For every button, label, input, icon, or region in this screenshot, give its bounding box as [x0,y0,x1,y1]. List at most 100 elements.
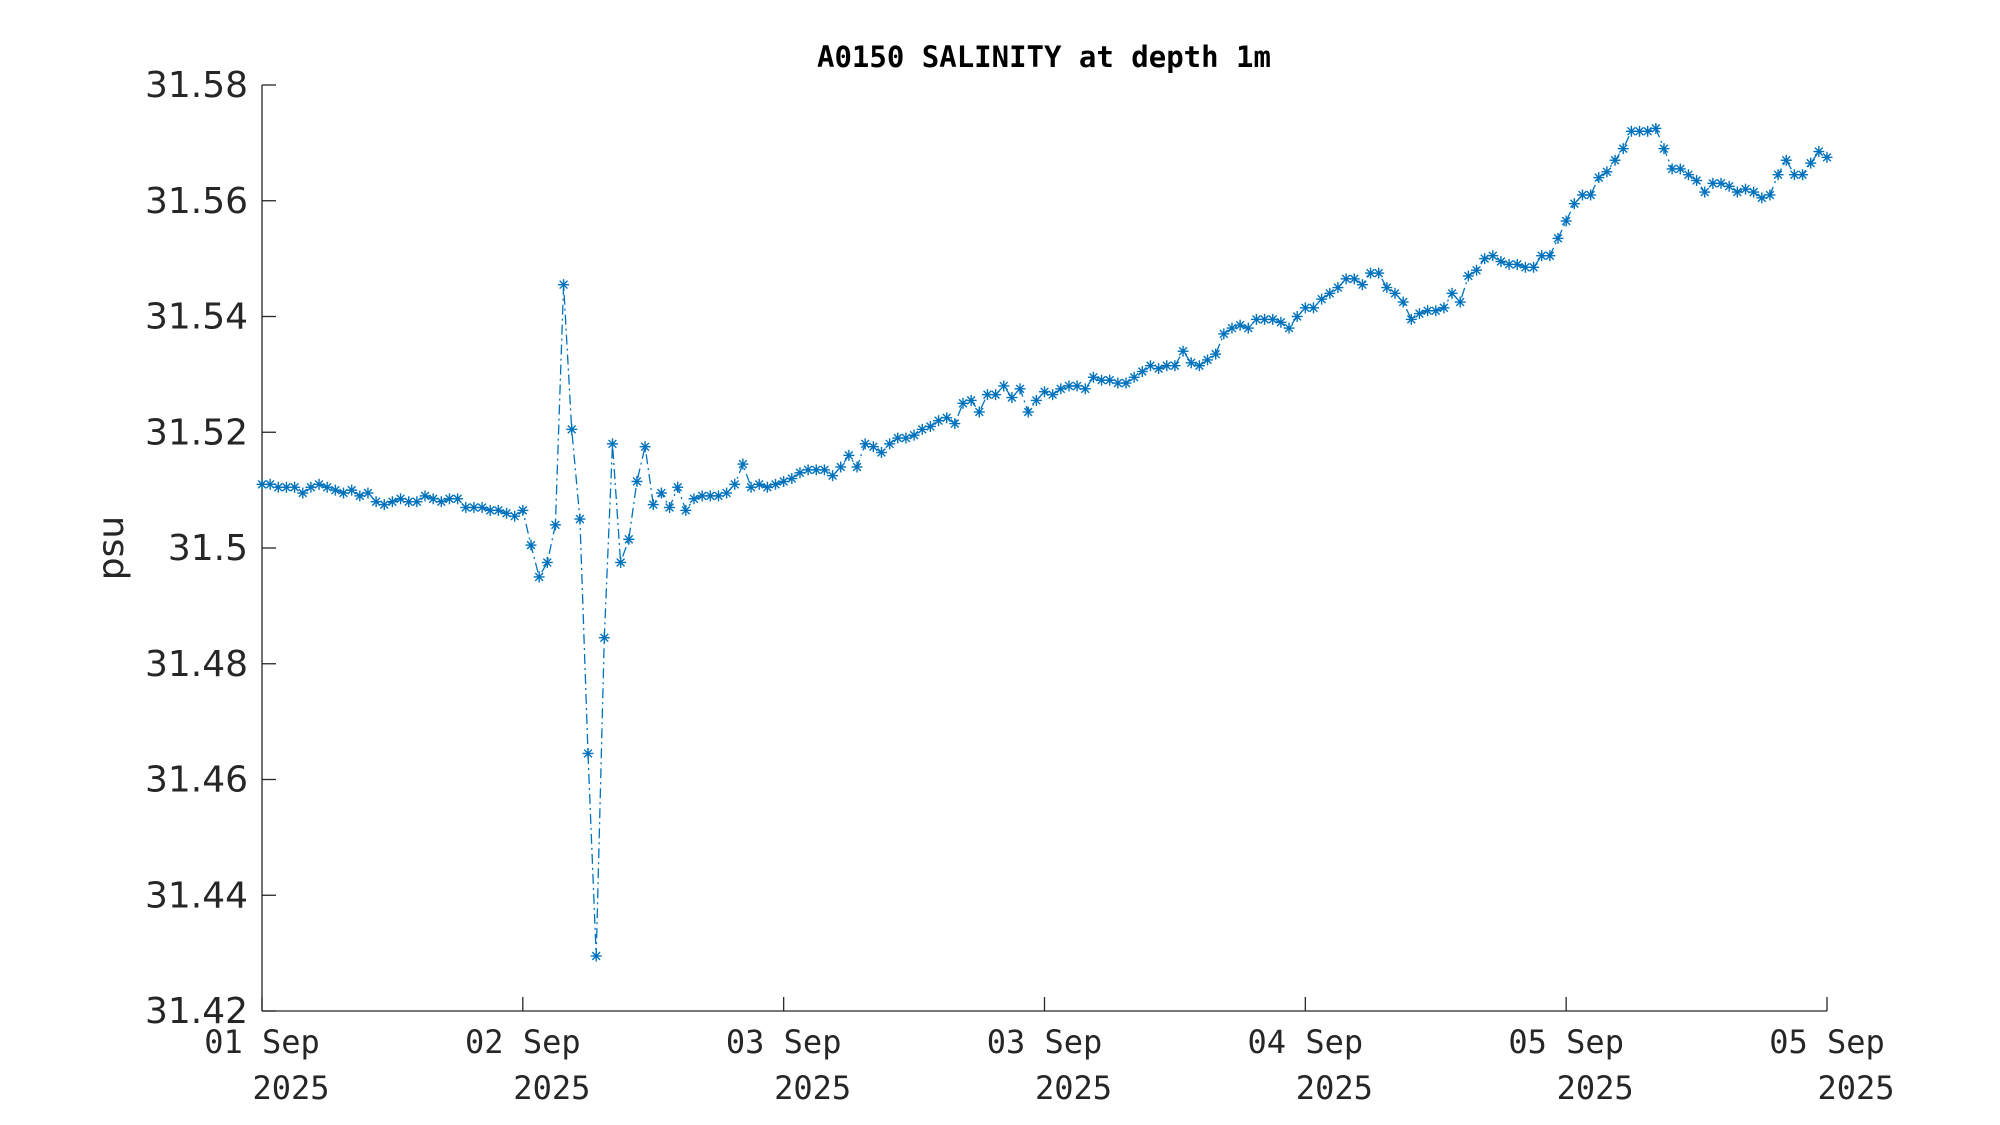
x-tick-label-year: 2025 [1035,1069,1112,1107]
data-point [1226,322,1238,334]
data-point [1348,273,1360,285]
data-point [370,496,382,508]
data-point [1479,253,1491,265]
data-point [1405,313,1417,325]
data-point [1128,371,1140,383]
x-tick-label-date: 02 Sep [465,1023,581,1061]
data-point [761,481,773,493]
data-point [566,423,578,435]
x-tick-label-date: 01 Sep [204,1023,320,1061]
data-point [1552,232,1564,244]
data-point [1454,296,1466,308]
data-point [517,504,529,516]
data-point [1055,383,1067,395]
data-point [395,493,407,505]
data-point [1593,172,1605,184]
data-point [916,423,928,435]
data-point [1780,154,1792,166]
x-tick-label-year: 2025 [774,1069,851,1107]
data-point [1797,169,1809,181]
data-point [484,504,496,516]
data-point [354,490,366,502]
data-point [427,493,439,505]
data-point [1674,163,1686,175]
data-point [1739,183,1751,195]
y-tick-label: 31.48 [145,644,248,685]
data-point [1821,151,1833,163]
data-point [476,501,488,513]
data-point [1764,189,1776,201]
data-point [1389,287,1401,299]
data-point [1193,360,1205,372]
data-point [1014,383,1026,395]
data-point [549,519,561,531]
data-point [680,504,692,516]
data-point [1356,279,1368,291]
data-point [1699,186,1711,198]
data-point [770,478,782,490]
data-point [859,438,871,450]
data-point [1731,186,1743,198]
data-point [867,441,879,453]
data-point [818,464,830,476]
data-point [1030,394,1042,406]
data-point [957,397,969,409]
data-point [378,499,390,511]
data-point [827,470,839,482]
data-point [501,507,513,519]
data-point [1748,186,1760,198]
x-tick-label-date: 05 Sep [1769,1023,1885,1061]
data-point [386,496,398,508]
data-point [1691,174,1703,186]
data-point [1413,308,1425,320]
data-point [1079,383,1091,395]
x-tick-label-year: 2025 [1557,1069,1634,1107]
data-point [1617,143,1629,155]
data-point [1006,392,1018,404]
data-point [1234,319,1246,331]
y-tick-label: 31.44 [145,875,248,916]
data-point [1210,348,1222,360]
x-tick-label-year: 2025 [1296,1069,1373,1107]
data-point [1039,386,1050,398]
data-point [1397,296,1409,308]
data-point [672,481,684,493]
data-point [1772,169,1784,181]
data-point [321,481,333,493]
data-point [1560,215,1572,227]
data-point [965,394,977,406]
data-point [541,556,553,568]
data-point [721,487,733,499]
x-tick-label-year: 2025 [513,1069,590,1107]
data-point [1609,154,1621,166]
data-point [1169,360,1181,372]
data-point [884,438,896,450]
data-point [1242,322,1254,334]
x-tick-label-date: 04 Sep [1248,1023,1364,1061]
data-point [1585,189,1597,201]
data-point [1185,357,1197,369]
data-point [1373,267,1385,279]
data-point [1299,302,1311,314]
x-tick-label-date: 03 Sep [987,1023,1103,1061]
data-point [1202,354,1214,366]
data-point [338,487,350,499]
data-point [655,487,667,499]
data-point [1544,250,1556,262]
data-point [1487,250,1499,262]
data-point [1625,125,1637,137]
data-point [606,438,618,450]
data-point [492,504,504,516]
data-point [737,458,749,470]
data-point [1250,313,1262,325]
data-point [1275,316,1287,328]
data-point [1022,406,1034,418]
data-point [908,429,920,441]
data-point [1438,302,1450,314]
data-point [1112,377,1124,389]
data-point [778,475,790,487]
data-point [525,539,537,551]
data-point [924,420,936,432]
